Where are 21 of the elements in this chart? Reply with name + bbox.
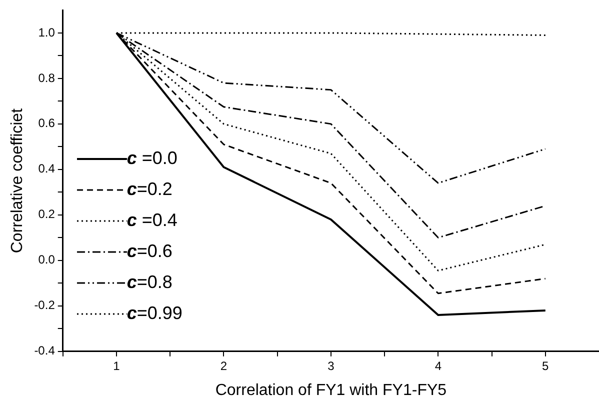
x-axis-title: Correlation of FY1 with FY1-FY5 [215,382,447,399]
x-tick-label: 5 [542,358,550,373]
legend-label: c=0.8 [126,271,172,294]
x-tick-label: 1 [113,358,120,373]
legend-label: c =0.0 [126,147,178,170]
x-tick-label: 3 [328,358,335,373]
y-tick-label: 0.6 [38,116,56,130]
legend-label: c =0.4 [126,209,178,232]
y-tick-label: -0.4 [34,344,56,358]
y-tick-label: 0.0 [38,252,56,267]
y-tick-label: 0.8 [38,70,56,85]
y-tick-label: 1.0 [38,25,56,40]
legend-label: c=0.99 [126,302,182,326]
y-tick-label: 0.2 [38,207,56,222]
y-tick-label: 0.4 [38,162,56,176]
legend-label: c=0.6 [126,240,172,264]
x-tick-label: 4 [434,358,442,373]
x-tick-label: 2 [220,358,228,373]
y-tick-label: -0.2 [34,298,56,312]
legend-label: c=0.2 [126,178,172,202]
y-axis-title: Correlative coefficiet [9,108,26,254]
